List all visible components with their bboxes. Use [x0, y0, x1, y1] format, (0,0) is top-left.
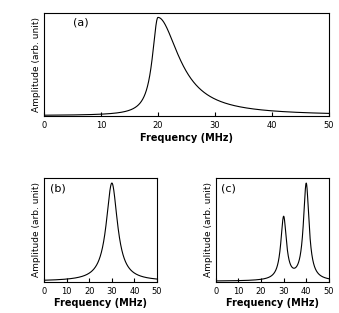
- Text: (b): (b): [50, 183, 65, 193]
- X-axis label: Frequency (MHz): Frequency (MHz): [54, 298, 147, 308]
- Text: (c): (c): [221, 183, 236, 193]
- Text: (a): (a): [73, 18, 88, 28]
- Y-axis label: Amplitude (arb. unit): Amplitude (arb. unit): [204, 182, 213, 277]
- X-axis label: Frequency (MHz): Frequency (MHz): [226, 298, 319, 308]
- X-axis label: Frequency (MHz): Frequency (MHz): [140, 133, 233, 143]
- Y-axis label: Amplitude (arb. unit): Amplitude (arb. unit): [32, 182, 41, 277]
- Y-axis label: Amplitude (arb. unit): Amplitude (arb. unit): [32, 17, 41, 112]
